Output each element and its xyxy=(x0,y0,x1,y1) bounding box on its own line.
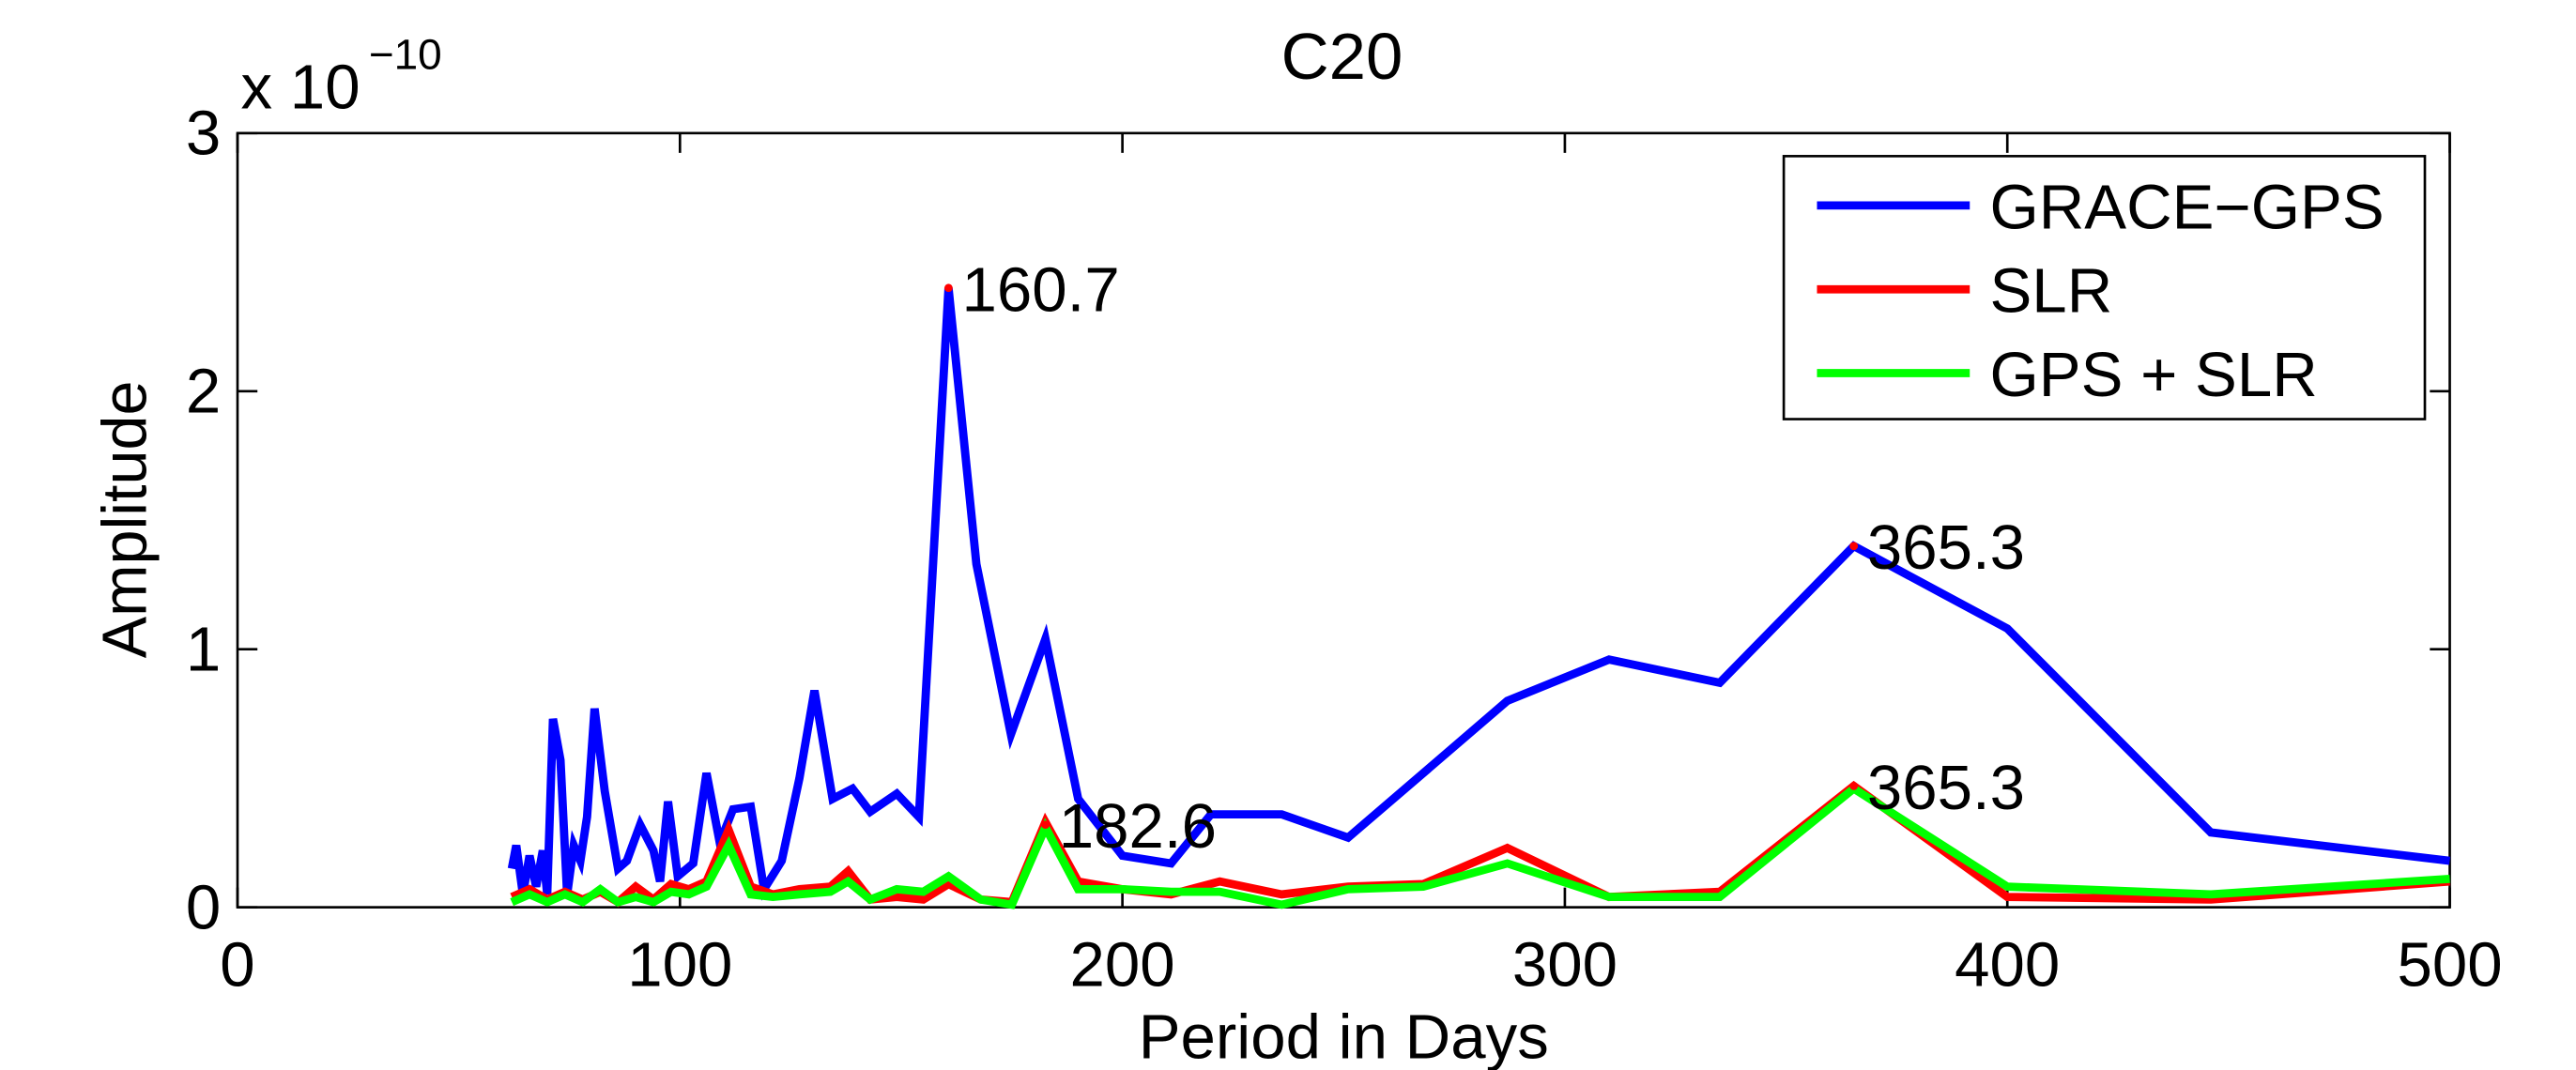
plot-area xyxy=(236,131,2451,909)
series-line xyxy=(510,783,2450,910)
legend-label: GRACE−GPS xyxy=(1989,173,2384,243)
legend-label: SLR xyxy=(1989,256,2112,327)
x-tick-label: 500 xyxy=(2397,930,2502,1001)
x-axis-label: Period in Days xyxy=(1139,1002,1549,1070)
x-tick-label: 100 xyxy=(627,930,732,1001)
legend-label: GPS + SLR xyxy=(1989,340,2317,410)
x-tick-label: 200 xyxy=(1070,930,1175,1001)
x-tick-label: 0 xyxy=(220,930,254,1001)
x-tick-label: 300 xyxy=(1512,930,1618,1001)
series-line xyxy=(507,287,2451,901)
annotation: 365.3 xyxy=(1867,513,2025,584)
y-multiplier: x 10 xyxy=(241,53,360,123)
y-exponent: −10 xyxy=(369,31,442,79)
x-tick-label: 400 xyxy=(1955,930,2060,1001)
y-axis-label: Amplitude xyxy=(89,380,160,658)
annotation-point xyxy=(1849,542,1859,551)
series-line xyxy=(510,780,2450,908)
y-tick-label: 0 xyxy=(186,873,221,943)
annotation-point xyxy=(1041,820,1050,830)
annotation-point xyxy=(943,283,953,293)
y-tick-label: 2 xyxy=(186,357,221,427)
annotation: 182.6 xyxy=(1059,791,1217,862)
annotation: 160.7 xyxy=(962,255,1120,326)
annotation-point xyxy=(1849,782,1859,790)
y-tick-label: 3 xyxy=(186,99,221,169)
y-tick-label: 1 xyxy=(186,615,221,685)
chart-title: C20 xyxy=(1281,19,1403,93)
annotation: 365.3 xyxy=(1867,753,2025,823)
